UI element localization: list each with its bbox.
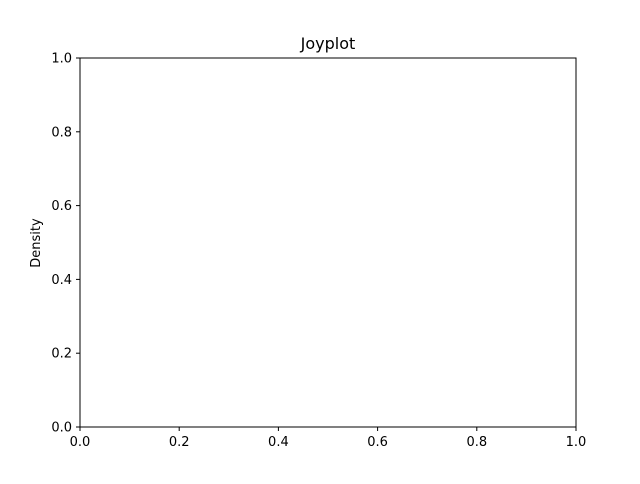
plot-area bbox=[79, 57, 577, 428]
chart-title: Joyplot bbox=[300, 34, 356, 53]
y-tick-label: 0.0 bbox=[51, 421, 72, 436]
y-tick-label: 0.6 bbox=[51, 199, 72, 214]
x-tick-label: 1.0 bbox=[566, 435, 587, 450]
y-tick-label: 0.8 bbox=[51, 125, 72, 140]
y-tick-label: 0.4 bbox=[51, 273, 72, 288]
y-axis-label: Density bbox=[29, 218, 44, 268]
y-tick-label: 1.0 bbox=[51, 52, 72, 67]
x-tick-label: 0.0 bbox=[70, 435, 91, 450]
x-axis-ticks: 0.0 0.2 0.4 0.6 0.8 1.0 bbox=[70, 427, 587, 450]
x-tick-label: 0.4 bbox=[268, 435, 289, 450]
x-tick-label: 0.6 bbox=[367, 435, 388, 450]
y-tick-label: 0.2 bbox=[51, 347, 72, 362]
x-tick-label: 0.8 bbox=[466, 435, 487, 450]
x-tick-label: 0.2 bbox=[169, 435, 190, 450]
y-axis-ticks: 0.0 0.2 0.4 0.6 0.8 1.0 bbox=[51, 52, 80, 436]
